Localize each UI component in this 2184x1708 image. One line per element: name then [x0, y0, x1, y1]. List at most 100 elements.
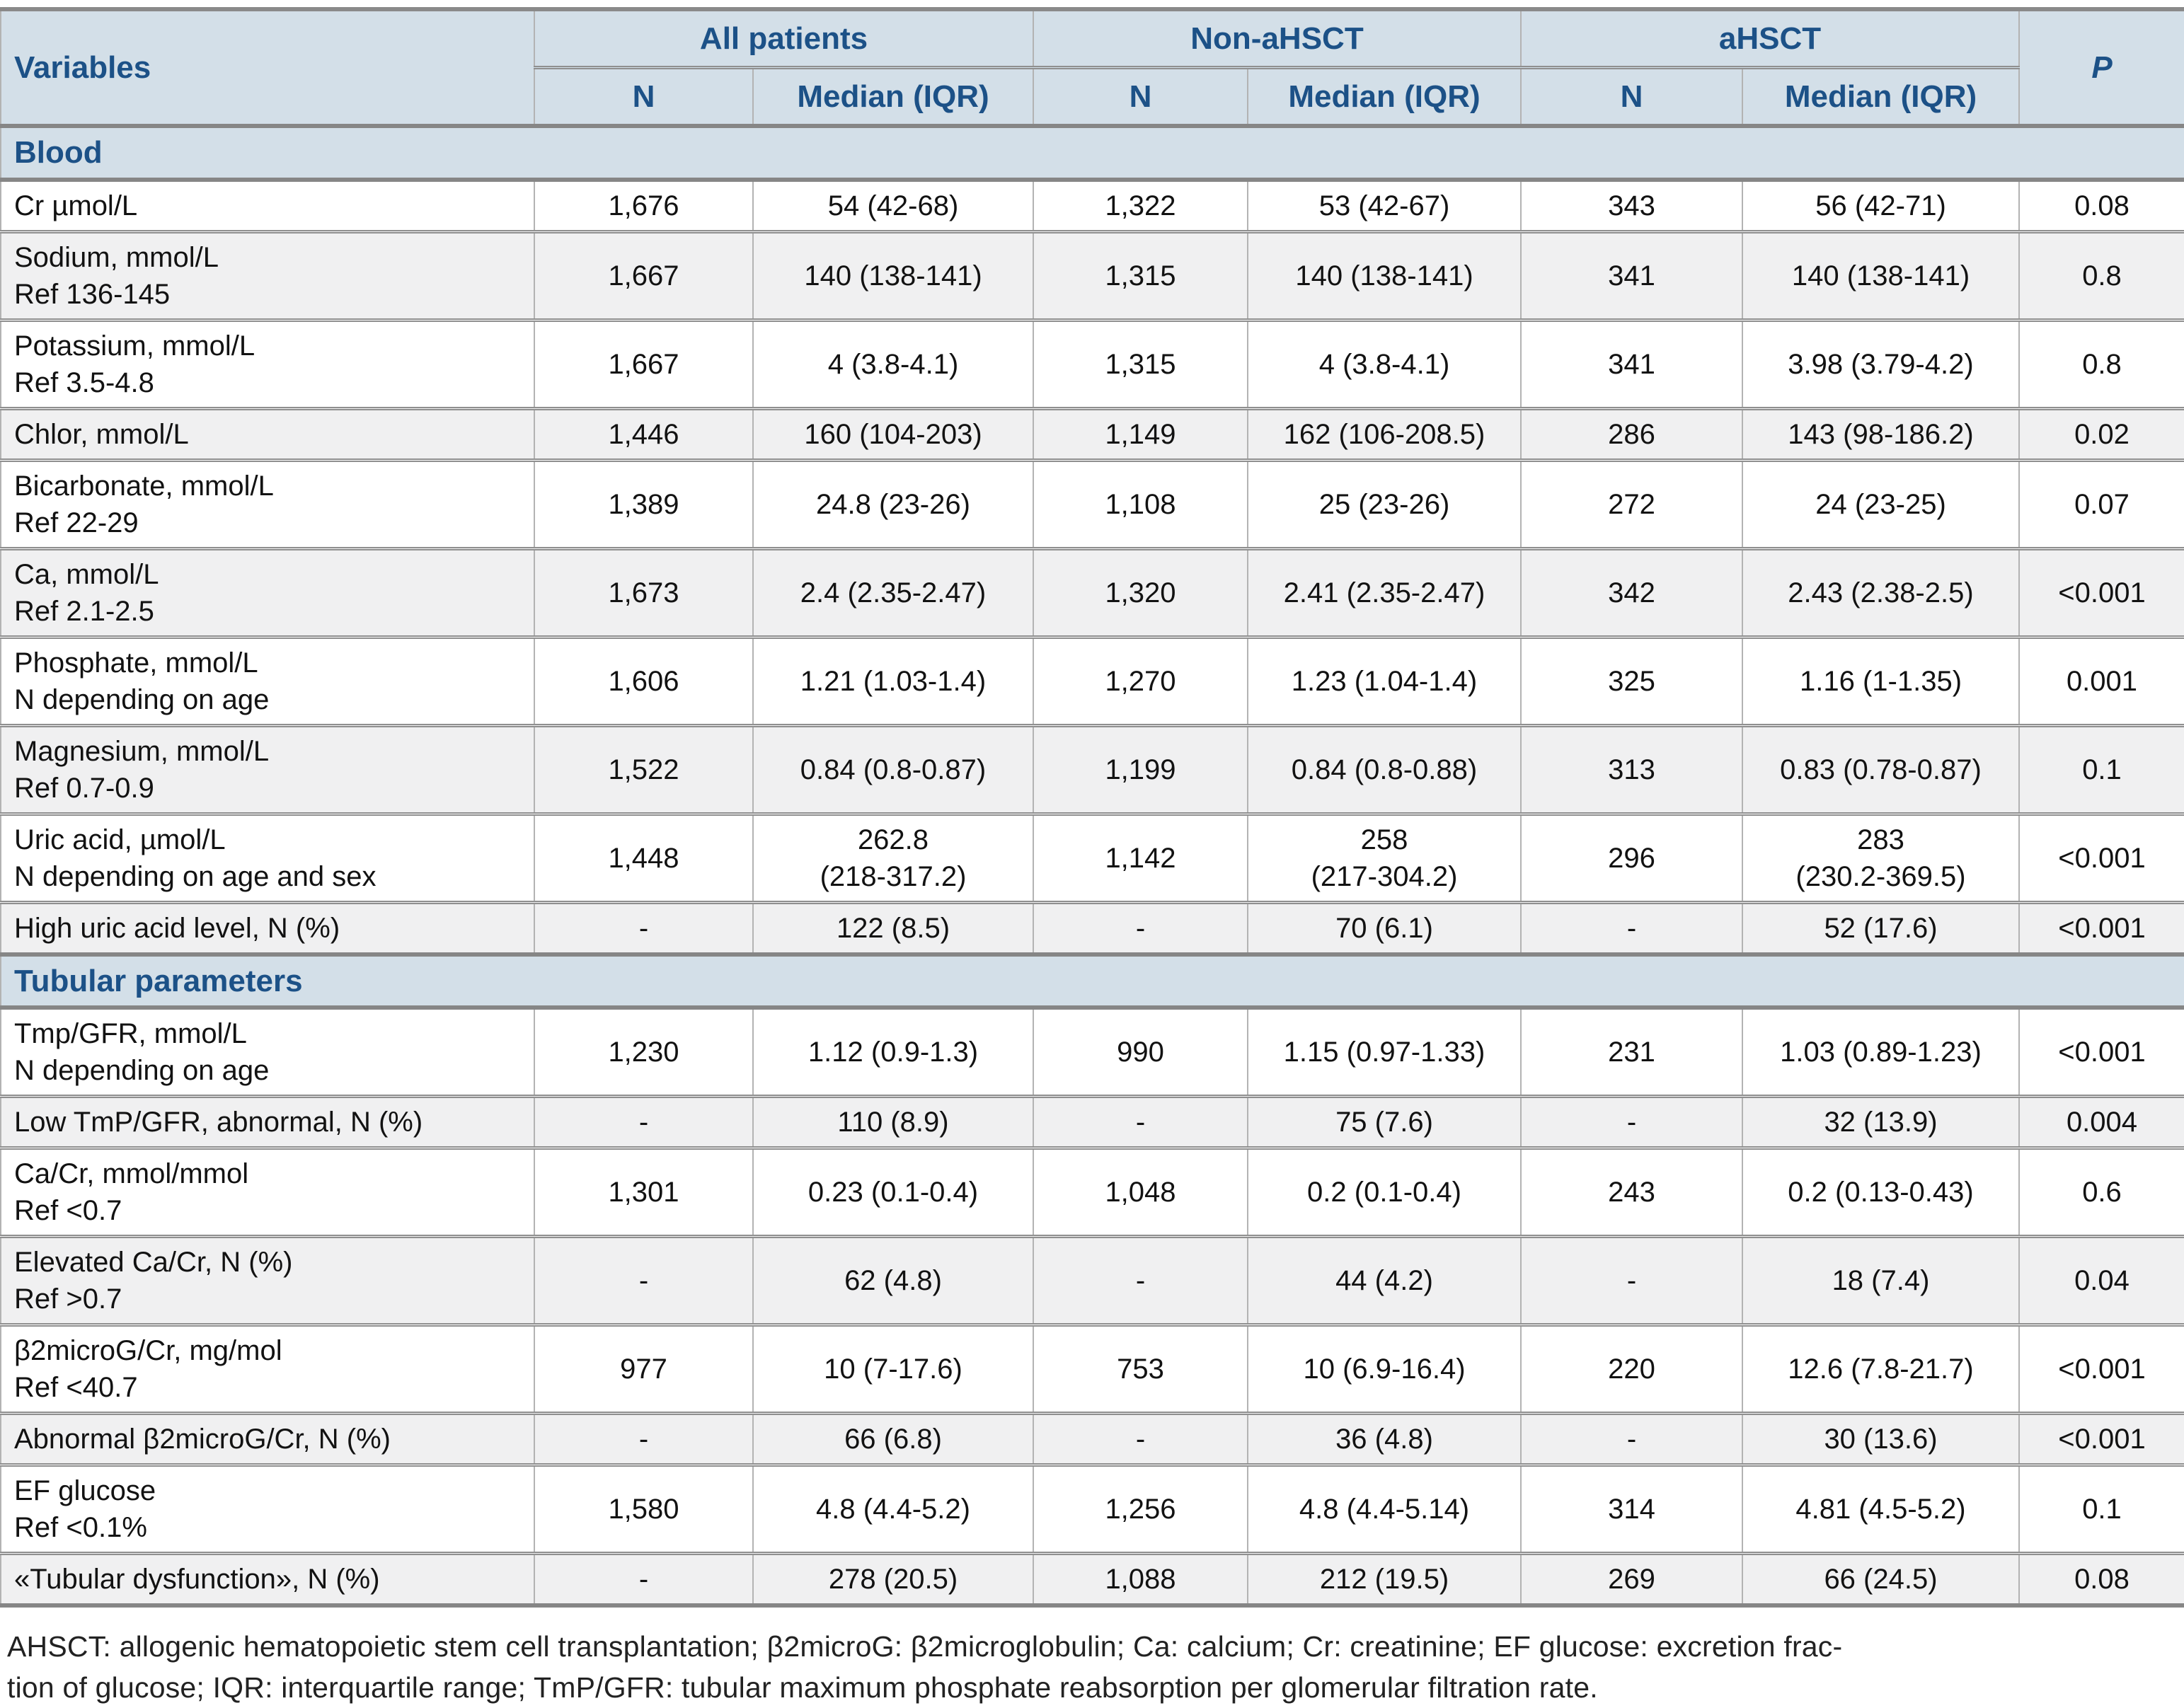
- cell-n-all: 977: [534, 1322, 754, 1415]
- cell-n-ahsct: 269: [1520, 1551, 1743, 1608]
- table-body: Blood Cr µmol/L 1,676 54 (42-68) 1,322 53 (42…: [0, 124, 2184, 1608]
- cell-n-ahsct: 342: [1520, 546, 1743, 639]
- cell-n-ahsct: -: [1520, 1094, 1743, 1150]
- cell-median-all: 0.23 (0.1-0.4): [752, 1146, 1034, 1238]
- table-row: Sodium, mmol/L Ref 136-145 1,667 140 (138-…: [0, 229, 2184, 322]
- cell-median-all: 4.8 (4.4-5.2): [752, 1462, 1034, 1555]
- cell-median-non-ahsct: 162 (106-208.5): [1247, 406, 1522, 462]
- table-row: Potassium, mmol/L Ref 3.5-4.8 1,667 4 (3.8…: [0, 318, 2184, 410]
- cell-n-all: 1,522: [534, 723, 754, 816]
- cell-n-ahsct: -: [1520, 900, 1743, 957]
- cell-n-non-ahsct: 1,199: [1033, 723, 1248, 816]
- cell-n-non-ahsct: 990: [1033, 1005, 1248, 1098]
- column-group-ahsct: aHSCT: [1520, 7, 2020, 70]
- table-row: High uric acid level, N (%) -122 (8.5) -70…: [0, 900, 2184, 957]
- row-label: «Tubular dysfunction», N (%): [0, 1551, 535, 1608]
- row-label: Cr µmol/L: [0, 178, 535, 233]
- cell-n-ahsct: 341: [1520, 229, 1743, 322]
- cell-n-ahsct: 313: [1520, 723, 1743, 816]
- cell-p: 0.07: [2018, 458, 2184, 550]
- cell-median-all: 278 (20.5): [752, 1551, 1034, 1608]
- cell-p: 0.08: [2018, 1551, 2184, 1608]
- cell-median-ahsct: 143 (98-186.2): [1742, 406, 2020, 462]
- cell-p: <0.001: [2018, 546, 2184, 639]
- column-header-n-ahsct: N: [1520, 66, 1743, 128]
- cell-n-all: -: [534, 1234, 754, 1327]
- table-row: Magnesium, mmol/L Ref 0.7-0.9 1,522 0.84 (…: [0, 723, 2184, 816]
- cell-median-ahsct: 4.81 (4.5-5.2): [1742, 1462, 2020, 1555]
- cell-n-all: 1,673: [534, 546, 754, 639]
- cell-p: <0.001: [2018, 1322, 2184, 1415]
- cell-n-all: 1,230: [534, 1005, 754, 1098]
- cell-n-non-ahsct: 1,149: [1033, 406, 1248, 462]
- cell-p: <0.001: [2018, 900, 2184, 957]
- section-title: Blood: [0, 124, 2184, 182]
- cell-n-non-ahsct: -: [1033, 1094, 1248, 1150]
- cell-median-all: 4 (3.8-4.1): [752, 318, 1034, 410]
- lab-results-table: Variables All patients Non-aHSCT aHSCT P…: [0, 6, 2184, 1608]
- cell-p: 0.04: [2018, 1234, 2184, 1327]
- cell-p: 0.8: [2018, 229, 2184, 322]
- cell-p: <0.001: [2018, 1411, 2184, 1467]
- row-label: Magnesium, mmol/L Ref 0.7-0.9: [0, 723, 535, 816]
- cell-median-all: 160 (104-203): [752, 406, 1034, 462]
- cell-p: 0.8: [2018, 318, 2184, 410]
- footnote: AHSCT: allogenic hematopoietic stem cell…: [7, 1629, 1843, 1704]
- cell-n-non-ahsct: -: [1033, 900, 1248, 957]
- cell-median-non-ahsct: 2.41 (2.35-2.47): [1247, 546, 1522, 639]
- cell-n-ahsct: 314: [1520, 1462, 1743, 1555]
- cell-median-all: 62 (4.8): [752, 1234, 1034, 1327]
- cell-p: 0.6: [2018, 1146, 2184, 1238]
- cell-n-all: -: [534, 1551, 754, 1608]
- cell-median-all: 2.4 (2.35-2.47): [752, 546, 1034, 639]
- column-header-n-non-ahsct: N: [1033, 66, 1248, 128]
- table-row: Low TmP/GFR, abnormal, N (%) -110 (8.9) -7…: [0, 1094, 2184, 1150]
- cell-n-all: 1,301: [534, 1146, 754, 1238]
- cell-p: <0.001: [2018, 1005, 2184, 1098]
- table-header: Variables All patients Non-aHSCT aHSCT P…: [0, 6, 2184, 128]
- column-header-median-non-ahsct: Median (IQR): [1247, 66, 1522, 128]
- row-label: Ca/Cr, mmol/mmol Ref <0.7: [0, 1146, 535, 1238]
- cell-n-all: 1,606: [534, 635, 754, 727]
- cell-n-non-ahsct: 1,315: [1033, 229, 1248, 322]
- cell-median-ahsct: 66 (24.5): [1742, 1551, 2020, 1608]
- cell-median-ahsct: 30 (13.6): [1742, 1411, 2020, 1467]
- cell-median-non-ahsct: 4 (3.8-4.1): [1247, 318, 1522, 410]
- cell-median-non-ahsct: 1.15 (0.97-1.33): [1247, 1005, 1522, 1098]
- column-group-non-ahsct: Non-aHSCT: [1033, 7, 1522, 70]
- cell-median-all: 24.8 (23-26): [752, 458, 1034, 550]
- column-header-median-ahsct: Median (IQR): [1742, 66, 2020, 128]
- cell-median-non-ahsct: 75 (7.6): [1247, 1094, 1522, 1150]
- section-title: Tubular parameters: [0, 952, 2184, 1010]
- cell-n-non-ahsct: 1,142: [1033, 812, 1248, 904]
- cell-median-non-ahsct: 53 (42-67): [1247, 178, 1522, 233]
- column-header-variables: Variables: [0, 6, 535, 128]
- cell-n-ahsct: 325: [1520, 635, 1743, 727]
- cell-p: 0.02: [2018, 406, 2184, 462]
- row-label: Ca, mmol/L Ref 2.1-2.5: [0, 546, 535, 639]
- row-label: Potassium, mmol/L Ref 3.5-4.8: [0, 318, 535, 410]
- cell-n-all: 1,448: [534, 812, 754, 904]
- cell-median-non-ahsct: 70 (6.1): [1247, 900, 1522, 957]
- cell-median-all: 1.21 (1.03-1.4): [752, 635, 1034, 727]
- cell-n-ahsct: 272: [1520, 458, 1743, 550]
- cell-n-non-ahsct: 753: [1033, 1322, 1248, 1415]
- cell-median-ahsct: 283 (230.2-369.5): [1742, 812, 2020, 904]
- table-row: Chlor, mmol/L 1,446 160 (104-203) 1,149 162 …: [0, 406, 2184, 462]
- cell-p: 0.08: [2018, 178, 2184, 233]
- cell-n-non-ahsct: 1,088: [1033, 1551, 1248, 1608]
- row-label: Bicarbonate, mmol/L Ref 22-29: [0, 458, 535, 550]
- row-label: Tmp/GFR, mmol/L N depending on age: [0, 1005, 535, 1098]
- table-row: Uric acid, µmol/L N depending on age and…: [0, 812, 2184, 904]
- cell-median-ahsct: 0.83 (0.78-0.87): [1742, 723, 2020, 816]
- cell-median-non-ahsct: 4.8 (4.4-5.14): [1247, 1462, 1522, 1555]
- cell-n-non-ahsct: 1,048: [1033, 1146, 1248, 1238]
- row-label: High uric acid level, N (%): [0, 900, 535, 957]
- cell-n-non-ahsct: 1,320: [1033, 546, 1248, 639]
- table-row: Ca, mmol/L Ref 2.1-2.5 1,673 2.4 (2.35-2.4…: [0, 546, 2184, 639]
- cell-median-all: 66 (6.8): [752, 1411, 1034, 1467]
- cell-median-ahsct: 32 (13.9): [1742, 1094, 2020, 1150]
- cell-n-all: -: [534, 900, 754, 957]
- cell-median-ahsct: 56 (42-71): [1742, 178, 2020, 233]
